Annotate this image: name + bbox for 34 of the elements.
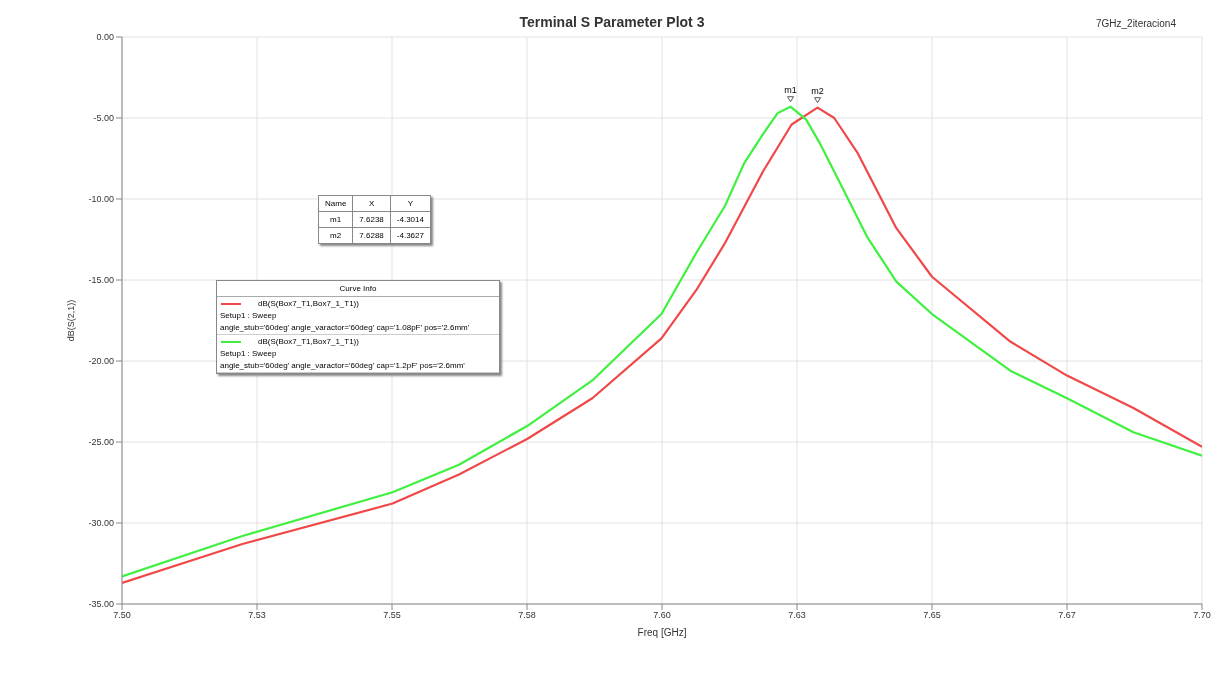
annotation: m1 <box>318 211 353 228</box>
annotation: 7.6288 <box>352 227 391 244</box>
annotation: -4.3627 <box>390 227 431 244</box>
y-tick-label: -15.00 <box>88 275 114 286</box>
text: 7GHz_2iteracion4 <box>1095 18 1176 29</box>
legend-title: Curve Info <box>217 281 499 297</box>
x-tick-label: 7.63 <box>788 610 806 621</box>
legend-label: dB(S(Box7_T1,Box7_1_T1)) Setup1 : Sweep angle_stub='60deg' angle_varactor='60deg' cap='1.2pF' pos='2.6mm' <box>220 337 496 370</box>
annotation: m1 <box>784 84 797 95</box>
y-tick-label: -25.00 <box>88 437 114 448</box>
x-tick-label: 7.65 <box>923 610 941 621</box>
y-tick-label: -5.00 <box>93 113 114 124</box>
chart-title: Terminal S Parameter Plot 3 <box>519 14 705 30</box>
y-tick-label: -30.00 <box>88 518 114 529</box>
annotation: -4.3014 <box>390 211 431 228</box>
x-tick-label: 7.55 <box>383 610 401 621</box>
x-axis-title: Freq [GHz] <box>637 627 687 638</box>
annotation: 7.6238 <box>352 211 391 228</box>
annotation: Y <box>390 195 431 212</box>
annotation: m2 <box>811 85 824 96</box>
annotation: Name <box>318 195 353 212</box>
y-axis-title: dB(S(2,1)) <box>66 299 77 342</box>
annotation: X <box>352 195 391 212</box>
x-tick-label: 7.60 <box>653 610 671 621</box>
y-tick-label: 0.00 <box>96 32 114 43</box>
x-tick-label: 7.67 <box>1058 610 1076 621</box>
y-tick-label: -20.00 <box>88 356 114 367</box>
x-tick-label: 7.50 <box>113 610 131 621</box>
x-tick-label: 7.70 <box>1193 610 1211 621</box>
annotation: m2 <box>318 227 353 244</box>
x-tick-label: 7.58 <box>518 610 536 621</box>
y-tick-label: -10.00 <box>88 194 114 205</box>
y-tick-label: -35.00 <box>88 599 114 610</box>
x-tick-label: 7.53 <box>248 610 266 621</box>
